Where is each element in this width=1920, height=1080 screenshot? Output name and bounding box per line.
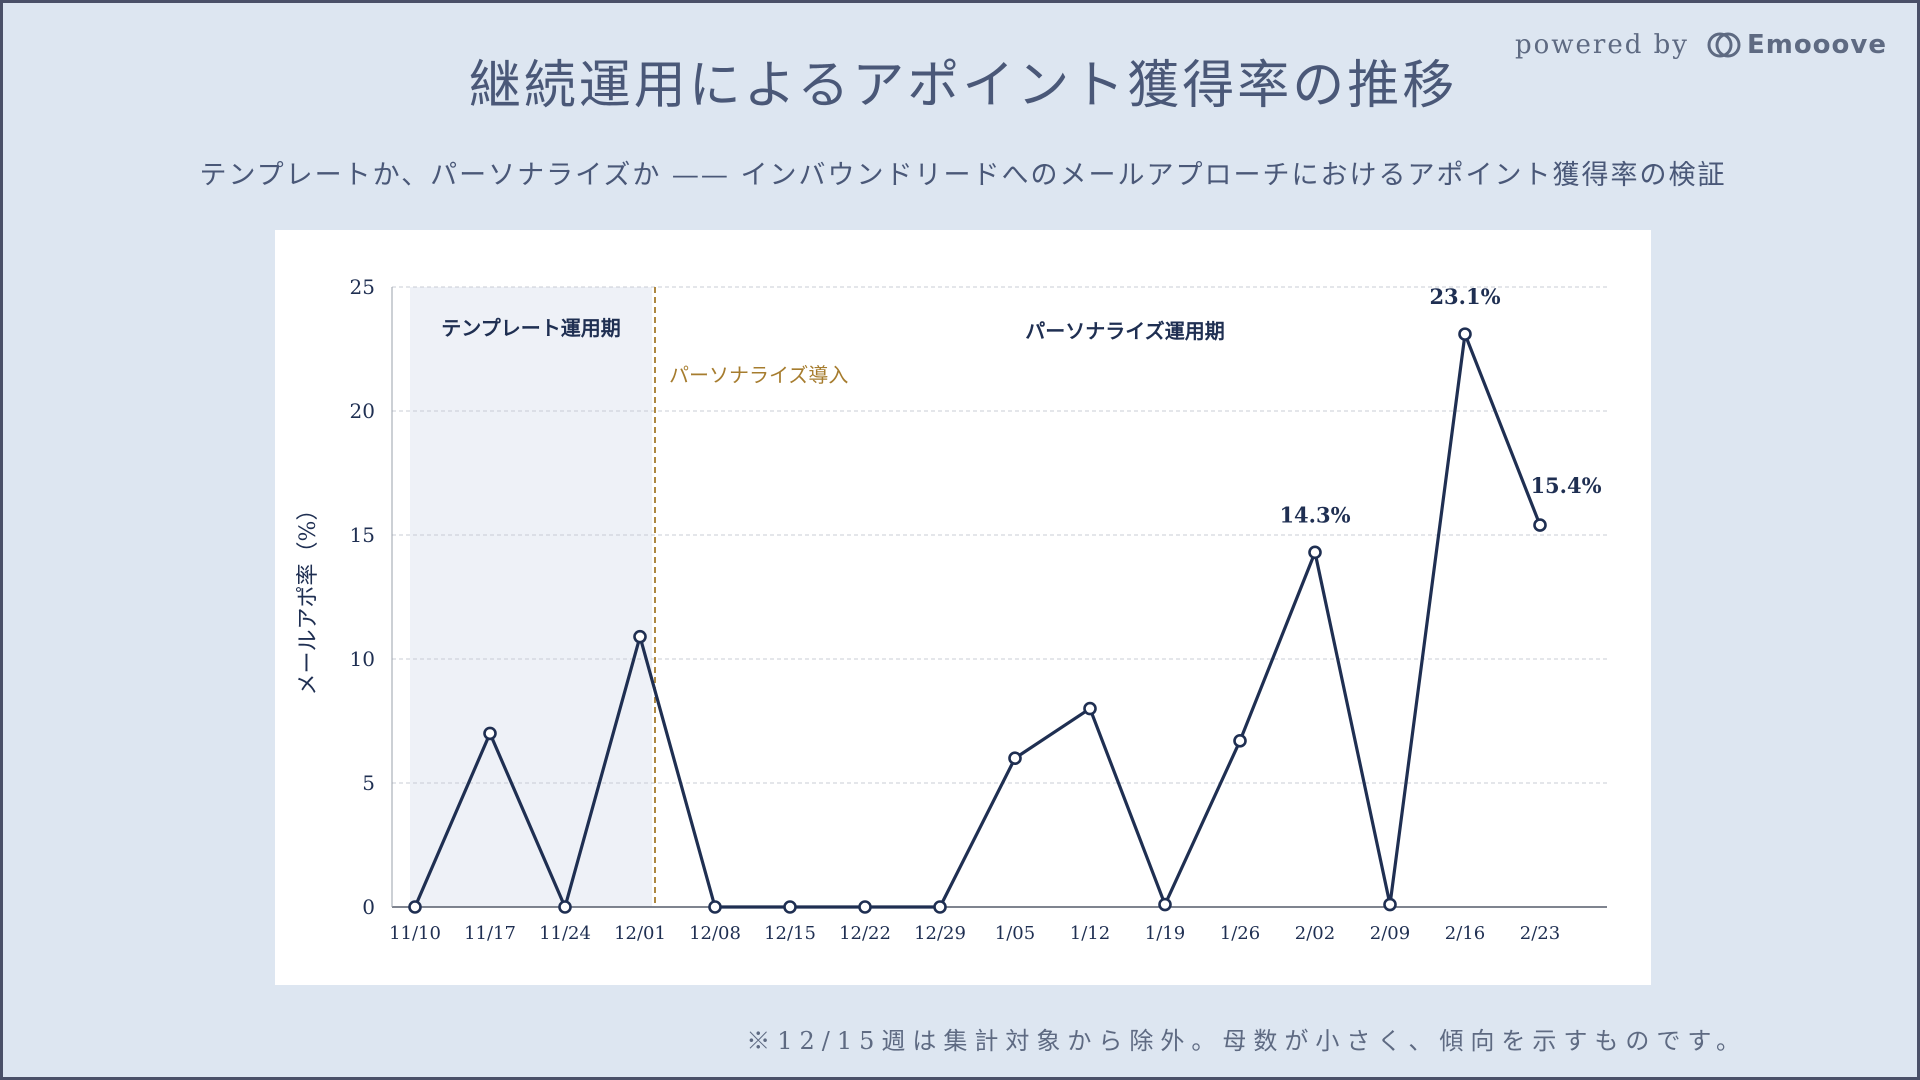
data-point	[783, 900, 797, 914]
x-tick-label: 12/01	[614, 923, 666, 944]
data-point	[1308, 545, 1322, 560]
x-tick-label: 2/09	[1370, 923, 1410, 944]
line-chart: 0 5 10 15 20 25 11/10 11/17 11/24 12/01 12/08 12/1…	[296, 275, 1607, 944]
data-point	[1233, 734, 1247, 748]
personalize-introduction-label: パーソナライズ導入	[669, 363, 848, 387]
page-title: 継続運用によるアポイント獲得率の推移	[468, 56, 1458, 116]
y-tick-label: 20	[350, 399, 375, 423]
data-point	[633, 629, 647, 644]
data-point	[1083, 701, 1097, 716]
data-point	[1383, 897, 1397, 912]
x-tick-label: 12/08	[689, 923, 741, 944]
y-tick-labels: 0 5 10 15 20 25	[350, 275, 375, 919]
x-tick-label: 2/23	[1520, 923, 1560, 944]
y-tick-label: 0	[362, 895, 375, 919]
data-point	[708, 900, 722, 914]
x-tick-labels: 11/10 11/17 11/24 12/01 12/08 12/15 12/22 12/29…	[389, 923, 1560, 944]
template-period-label: テンプレート運用期	[441, 316, 620, 340]
x-tick-label: 1/05	[995, 923, 1035, 944]
y-tick-label: 25	[350, 275, 375, 299]
brand-logo: Emooove	[1707, 29, 1887, 61]
emooove-logo-icon	[1707, 32, 1741, 58]
x-tick-label: 2/02	[1295, 923, 1335, 944]
y-tick-label: 5	[362, 771, 375, 795]
data-point	[483, 726, 497, 741]
data-point	[1533, 518, 1547, 532]
x-tick-label: 12/29	[914, 923, 966, 944]
page-subtitle: テンプレートか、パーソナライズか —— インバウンドリードへのメールアプローチに…	[199, 160, 1727, 191]
data-points	[408, 327, 1547, 914]
data-labels: 14.3% 23.1% 15.4%	[1279, 284, 1601, 527]
x-tick-label: 11/24	[539, 923, 591, 944]
data-point	[1008, 751, 1022, 766]
x-tick-label: 1/26	[1220, 923, 1260, 944]
powered-by-text: powered by	[1514, 30, 1689, 60]
data-point	[408, 900, 422, 914]
personalize-period-label: パーソナライズ運用期	[1025, 319, 1224, 343]
data-label: 23.1%	[1429, 284, 1500, 309]
x-tick-label: 2/16	[1445, 923, 1485, 944]
x-tick-label: 12/15	[764, 923, 816, 944]
footnote: ※12/15週は集計対象から除外。母数が小さく、傾向を示すものです。	[746, 1027, 1747, 1055]
x-tick-label: 1/19	[1145, 923, 1185, 944]
y-axis-label: メールアポ率（%）	[296, 499, 321, 696]
x-tick-label: 11/17	[464, 923, 516, 944]
y-tick-label: 10	[350, 647, 375, 671]
series-line	[413, 332, 1542, 909]
y-tick-label: 15	[350, 523, 375, 547]
data-point	[1458, 327, 1472, 341]
data-label: 14.3%	[1279, 502, 1350, 527]
data-point	[933, 900, 947, 914]
x-tick-label: 1/12	[1070, 923, 1110, 944]
data-point	[558, 900, 572, 914]
x-tick-label: 12/22	[839, 923, 891, 944]
data-label: 15.4%	[1530, 473, 1601, 498]
brand-name: Emooove	[1746, 30, 1887, 60]
x-tick-label: 11/10	[389, 923, 441, 944]
data-point	[858, 900, 872, 914]
template-period-region	[410, 287, 652, 907]
powered-by: powered by Emooove	[1515, 29, 1887, 61]
data-point	[1158, 897, 1172, 912]
chart-panel: 0 5 10 15 20 25 11/10 11/17 11/24 12/01 12/08 12/1…	[275, 230, 1651, 985]
